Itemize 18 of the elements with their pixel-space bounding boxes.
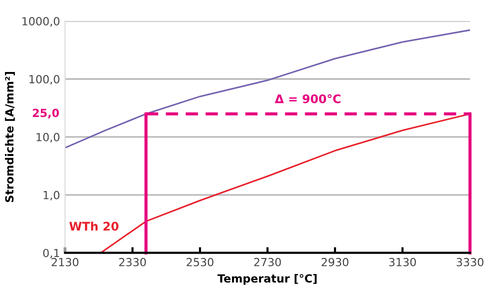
y-tick-label: 100,0: [30, 74, 60, 85]
x-tick-label: 2330: [119, 258, 146, 266]
x-tick-label: 2930: [322, 258, 348, 266]
y-tick-label: 0,1: [43, 248, 60, 258]
y-tick-label: 1000,0: [22, 17, 60, 27]
series-label: WTh 20: [69, 222, 118, 231]
x-tick-label: 2130: [52, 258, 78, 266]
x-tick-label: 2730: [254, 258, 281, 266]
x-tick-label: 3330: [456, 258, 484, 266]
ref-line-label: 25,0: [32, 108, 59, 119]
line-series: [65, 29, 470, 149]
y-tick-label: 1,0: [44, 190, 60, 200]
y-tick-label: 10,0: [36, 132, 60, 142]
x-axis-title: Temperatur [°C]: [217, 274, 317, 285]
x-tick-label: 2530: [186, 258, 214, 266]
y-axis-title: Stromdichte [A/mm²]: [4, 72, 15, 202]
annotation: Δ = 900°C: [274, 94, 340, 104]
x-tick-label: 3130: [389, 258, 416, 266]
